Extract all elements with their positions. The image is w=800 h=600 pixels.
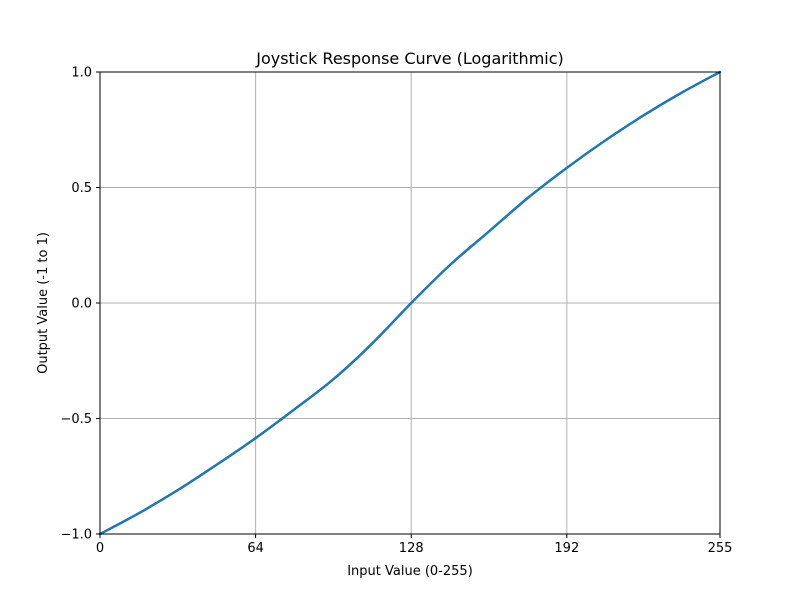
y-axis-title: Output Value (-1 to 1): [36, 232, 51, 374]
y-tick-label: 1.0: [71, 66, 92, 81]
series-layer: [98, 70, 722, 536]
y-tick-label: −0.5: [60, 412, 92, 427]
x-tick-label: 192: [554, 541, 579, 556]
chart-title: Joystick Response Curve (Logarithmic): [255, 49, 564, 68]
x-tick-label: 255: [708, 541, 733, 556]
x-axis: 0 64 128 192 255: [96, 534, 733, 556]
y-tick-label: 0.5: [71, 181, 92, 196]
x-tick-label: 64: [247, 541, 264, 556]
y-axis: −1.0 −0.5 0.0 0.5 1.0: [60, 66, 100, 543]
x-axis-title: Input Value (0-255): [347, 564, 473, 579]
y-tick-label: −1.0: [60, 528, 92, 543]
y-tick-label: 0.0: [71, 297, 92, 312]
response-curve-line: [98, 70, 722, 536]
x-tick-label: 0: [96, 541, 104, 556]
x-tick-label: 128: [399, 541, 424, 556]
